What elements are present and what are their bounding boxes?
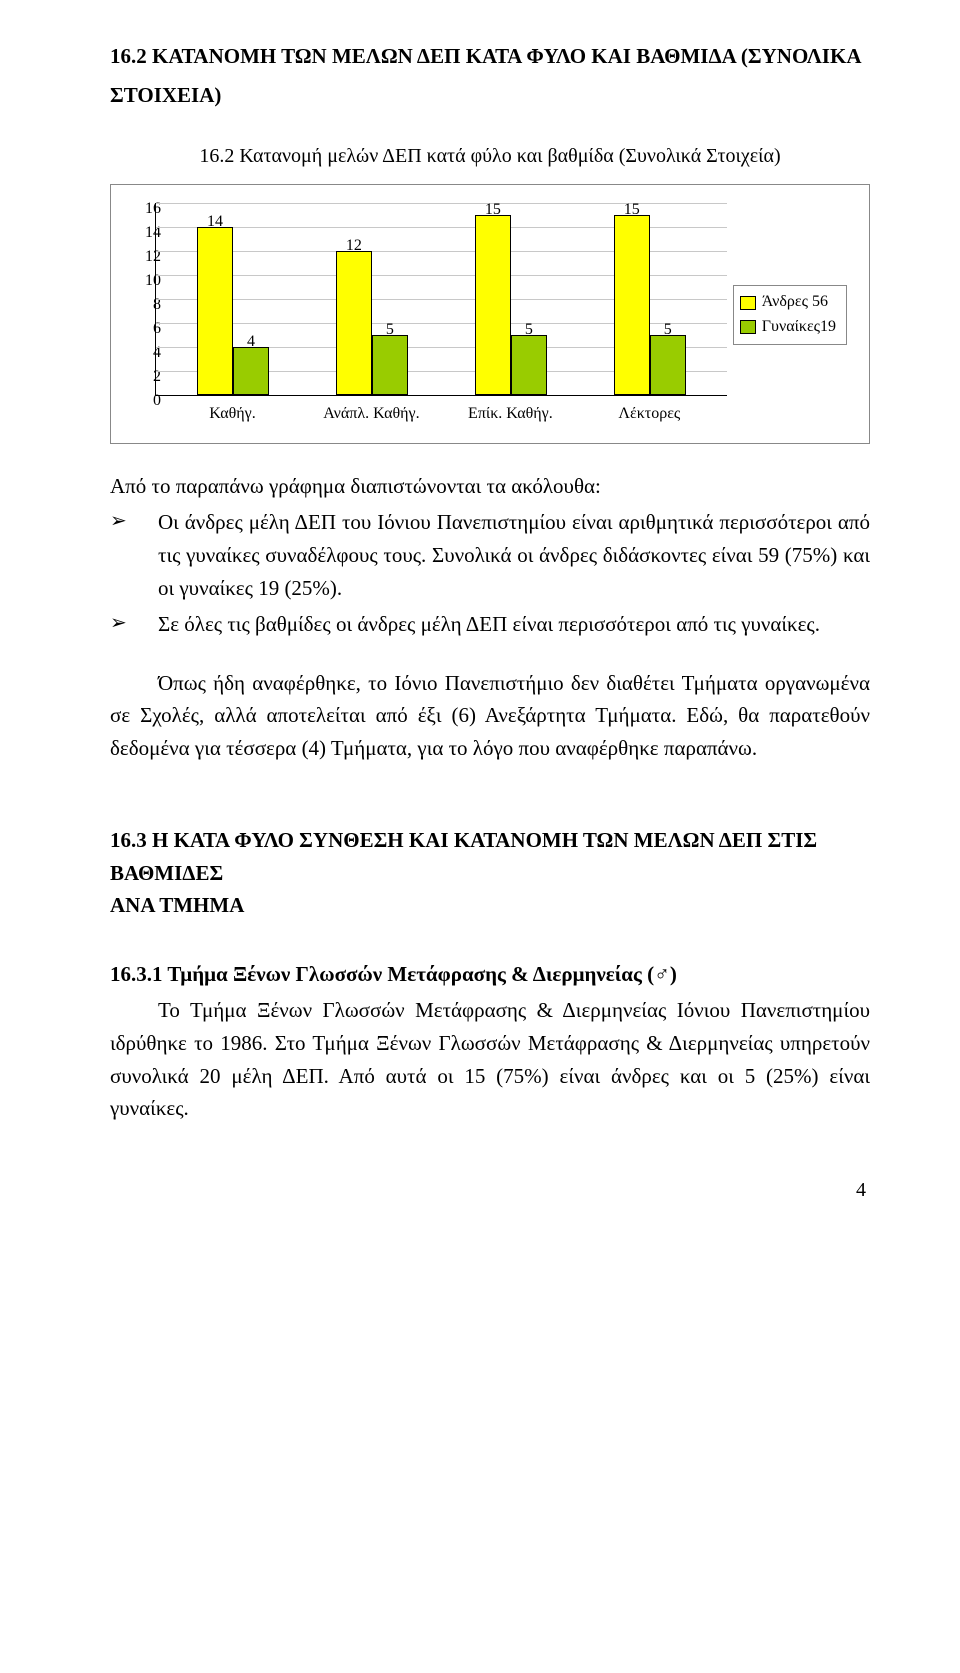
heading-16-2-num: 16.2: [110, 44, 147, 68]
page-number: 4: [110, 1175, 870, 1206]
bullet-text: Οι άνδρες μέλη ΔΕΠ του Ιόνιου Πανεπιστημ…: [158, 506, 870, 604]
bar-group: 155: [475, 215, 547, 395]
bar-men: 14: [197, 227, 233, 395]
bar-label: 5: [512, 318, 546, 343]
plot-area: 144125155155: [155, 203, 728, 396]
bar-label: 15: [615, 198, 649, 223]
heading-16-3-line1: Η ΚΑΤΑ ΦΥΛΟ ΣΥΝΘΕΣΗ ΚΑΙ ΚΑΤΑΝΟΜΗ ΤΩΝ ΜΕΛ…: [110, 828, 817, 885]
bar-label: 14: [198, 210, 232, 235]
heading-16-3-num: 16.3: [110, 828, 147, 852]
bar-label: 15: [476, 198, 510, 223]
bar-group: 155: [614, 215, 686, 395]
x-tick: Καθήγ.: [163, 402, 302, 427]
chart-title: 16.2 Κατανομή μελών ΔΕΠ κατά φύλο και βα…: [110, 141, 870, 172]
bar-label: 5: [373, 318, 407, 343]
heading-16-3-line2: ΑΝΑ ΤΜΗΜΑ: [110, 889, 870, 922]
bullet-item: ➢Οι άνδρες μέλη ΔΕΠ του Ιόνιου Πανεπιστη…: [110, 506, 870, 604]
legend-row-men: Άνδρες 56: [740, 290, 836, 315]
bullet-text: Σε όλες τις βαθμίδες οι άνδρες μέλη ΔΕΠ …: [158, 608, 870, 641]
heading-16-3: 16.3 Η ΚΑΤΑ ΦΥΛΟ ΣΥΝΘΕΣΗ ΚΑΙ ΚΑΤΑΝΟΜΗ ΤΩ…: [110, 824, 870, 889]
bullet-item: ➢Σε όλες τις βαθμίδες οι άνδρες μέλη ΔΕΠ…: [110, 608, 870, 641]
heading-16-2-line2: ΣΤΟΙΧΕΙΑ): [110, 79, 870, 112]
legend: Άνδρες 56 Γυναίκες19: [733, 285, 847, 345]
bar-label: 4: [234, 330, 268, 355]
bar-men: 15: [614, 215, 650, 395]
bar-group: 144: [197, 227, 269, 395]
bar-women: 4: [233, 347, 269, 395]
legend-row-women: Γυναίκες19: [740, 315, 836, 340]
legend-label-women: Γυναίκες19: [762, 315, 836, 340]
bar-women: 5: [372, 335, 408, 395]
x-tick: Επίκ. Καθήγ.: [441, 402, 580, 427]
heading-16-2-line1: ΚΑΤΑΝΟΜΗ ΤΩΝ ΜΕΛΩΝ ΔΕΠ ΚΑΤΑ ΦΥΛΟ ΚΑΙ ΒΑΘ…: [152, 44, 861, 68]
bullets-container: ➢Οι άνδρες μέλη ΔΕΠ του Ιόνιου Πανεπιστη…: [110, 506, 870, 640]
bar-label: 5: [651, 318, 685, 343]
bar-men: 12: [336, 251, 372, 395]
bullet-glyph-icon: ➢: [110, 608, 158, 639]
bar-men: 15: [475, 215, 511, 395]
x-ticks: Καθήγ.Ανάπλ. Καθήγ.Επίκ. Καθήγ.Λέκτορες: [155, 396, 727, 427]
legend-swatch-women: [740, 320, 756, 334]
chart-row: 1614121086420 144125155155 Καθήγ.Ανάπλ. …: [133, 203, 847, 427]
bar-label: 12: [337, 234, 371, 259]
bar-group: 125: [336, 251, 408, 395]
heading-16-2: 16.2 ΚΑΤΑΝΟΜΗ ΤΩΝ ΜΕΛΩΝ ΔΕΠ ΚΑΤΑ ΦΥΛΟ ΚΑ…: [110, 40, 870, 73]
bullet-glyph-icon: ➢: [110, 506, 158, 537]
bar-women: 5: [650, 335, 686, 395]
body-16-3-1: Το Τμήμα Ξένων Γλωσσών Μετάφρασης & Διερ…: [110, 994, 870, 1124]
bar-women: 5: [511, 335, 547, 395]
heading-16-3-1: 16.3.1 Τμήμα Ξένων Γλωσσών Μετάφρασης & …: [110, 958, 870, 991]
legend-swatch-men: [740, 296, 756, 310]
x-tick: Ανάπλ. Καθήγ.: [302, 402, 441, 427]
x-tick: Λέκτορες: [580, 402, 719, 427]
plot-wrap: 144125155155 Καθήγ.Ανάπλ. Καθήγ.Επίκ. Κα…: [163, 203, 719, 427]
chart-frame: 1614121086420 144125155155 Καθήγ.Ανάπλ. …: [110, 184, 870, 444]
legend-label-men: Άνδρες 56: [762, 290, 828, 315]
para-after-bullets: Όπως ήδη αναφέρθηκε, το Ιόνιο Πανεπιστήμ…: [110, 667, 870, 765]
intro-line: Από το παραπάνω γράφημα διαπιστώνονται τ…: [110, 470, 870, 503]
